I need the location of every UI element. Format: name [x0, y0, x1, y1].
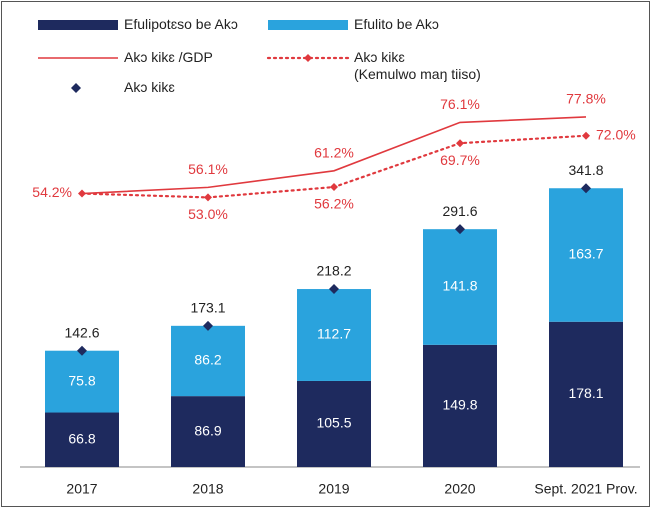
bar-segment [45, 412, 119, 467]
bar-value-label: 178.1 [568, 385, 603, 401]
bar-value-label: 149.8 [442, 397, 477, 413]
line-value-label: 56.1% [188, 161, 228, 177]
legend-label: Akɔ kikɛ [124, 79, 175, 95]
line-marker [204, 193, 212, 202]
line-marker [78, 189, 86, 198]
total-value-label: 142.6 [64, 324, 99, 340]
bar-segment [171, 325, 245, 397]
bar-value-label: 141.8 [442, 278, 477, 294]
line-marker [456, 139, 464, 148]
line-value-label: 56.2% [314, 196, 354, 212]
legend-swatch [268, 20, 348, 30]
x-tick-label: 2019 [318, 481, 349, 497]
bar-segment [423, 229, 497, 345]
line-value-label: 72.0% [596, 126, 636, 142]
x-tick-label: 2017 [66, 481, 97, 497]
bar-value-label: 86.9 [194, 422, 221, 438]
bar-value-label: 75.8 [68, 372, 95, 388]
line-value-label: 61.2% [314, 145, 354, 161]
legend-label: Akɔ kikɛ (Kemulwo maŋ tiiso) [354, 49, 481, 82]
bar-value-label: 163.7 [568, 246, 603, 262]
x-tick-label: 2018 [192, 481, 223, 497]
bar-segment [171, 396, 245, 467]
total-value-label: 341.8 [568, 162, 603, 178]
total-marker [581, 183, 591, 194]
legend-swatch [38, 20, 118, 30]
legend-label: Efulipotɛso be Akɔ [124, 16, 238, 32]
line-value-label: 54.2% [32, 184, 72, 200]
bar-segment [549, 321, 623, 467]
total-marker [329, 284, 339, 295]
total-value-label: 218.2 [316, 263, 351, 279]
bar-value-label: 66.8 [68, 430, 95, 446]
line-marker [330, 183, 338, 192]
total-marker [203, 320, 213, 331]
total-value-label: 173.1 [190, 300, 225, 316]
line-marker [582, 131, 590, 140]
bar-value-label: 105.5 [316, 415, 351, 431]
bar-value-label: 86.2 [194, 352, 221, 368]
bar-segment [45, 350, 119, 413]
line-value-label: 76.1% [440, 96, 480, 112]
line [81, 116, 587, 195]
bar-segment [297, 380, 371, 467]
legend-swatch [304, 54, 312, 62]
bar-segment [423, 344, 497, 467]
bar-value-label: 112.7 [317, 326, 351, 342]
bar-segment [549, 188, 623, 322]
legend-label: Akɔ kikɛ /GDP [124, 49, 213, 65]
line-value-label: 53.0% [188, 206, 228, 222]
line-value-label: 69.7% [440, 152, 480, 168]
total-value-label: 291.6 [442, 203, 477, 219]
line-value-label: 77.8% [566, 91, 606, 107]
legend-label: Efulito be Akɔ [354, 16, 439, 32]
bar-segment [297, 289, 371, 381]
x-tick-label: Sept. 2021 Prov. [534, 481, 637, 497]
x-tick-label: 2020 [444, 481, 475, 497]
total-marker [455, 224, 465, 235]
legend-swatch [71, 83, 81, 93]
total-marker [77, 345, 87, 356]
